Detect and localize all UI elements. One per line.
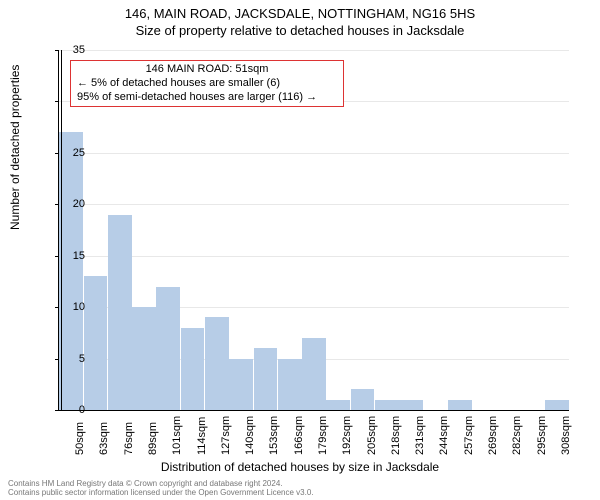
annotation-box: 146 MAIN ROAD: 51sqm← 5% of detached hou…	[70, 60, 344, 107]
grid-line	[59, 153, 569, 154]
x-tick-label: 192sqm	[341, 416, 353, 455]
x-tick-label: 282sqm	[511, 416, 523, 455]
histogram-bar	[108, 215, 132, 410]
y-tick-label: 5	[55, 353, 85, 365]
histogram-bar	[448, 400, 472, 410]
histogram-bar	[545, 400, 569, 410]
footer-attribution: Contains HM Land Registry data © Crown c…	[8, 480, 314, 498]
y-tick-label: 20	[55, 198, 85, 210]
histogram-bar	[132, 307, 156, 410]
x-tick-label: 153sqm	[268, 416, 280, 455]
x-tick-label: 179sqm	[317, 416, 329, 455]
x-axis-label: Distribution of detached houses by size …	[0, 460, 600, 474]
x-tick-label: 114sqm	[196, 417, 208, 455]
page-title-1: 146, MAIN ROAD, JACKSDALE, NOTTINGHAM, N…	[0, 0, 600, 21]
grid-line	[59, 50, 569, 51]
histogram-bar	[84, 276, 108, 410]
x-tick-label: 127sqm	[220, 416, 232, 455]
x-tick-label: 101sqm	[171, 416, 183, 455]
footer-line-2: Contains public sector information licen…	[8, 489, 314, 498]
histogram-bar	[351, 389, 375, 410]
histogram-bar	[181, 328, 205, 410]
x-tick-label: 76sqm	[123, 422, 135, 455]
y-tick-label: 35	[55, 44, 85, 56]
y-tick-label: 15	[55, 250, 85, 262]
x-tick-label: 295sqm	[536, 416, 548, 455]
histogram-bar	[205, 317, 229, 410]
y-tick-label: 25	[55, 147, 85, 159]
histogram-bar	[302, 338, 326, 410]
x-tick-label: 140sqm	[244, 416, 256, 455]
histogram-bar	[254, 348, 278, 410]
histogram-bar	[399, 400, 423, 410]
y-tick-label: 10	[55, 301, 85, 313]
x-tick-label: 63sqm	[98, 422, 110, 455]
grid-line	[59, 204, 569, 205]
y-tick-label: 0	[55, 404, 85, 416]
histogram-bar	[156, 287, 180, 410]
x-tick-label: 244sqm	[438, 416, 450, 455]
annotation-line-3: 95% of semi-detached houses are larger (…	[77, 91, 337, 105]
x-tick-label: 308sqm	[560, 416, 572, 455]
histogram-bar	[229, 359, 253, 410]
histogram-bar	[326, 400, 350, 410]
x-tick-label: 218sqm	[390, 416, 402, 455]
histogram-bar	[375, 400, 399, 410]
x-tick-label: 166sqm	[293, 416, 305, 455]
x-tick-label: 89sqm	[147, 422, 159, 455]
x-tick-label: 50sqm	[74, 422, 86, 455]
x-tick-label: 269sqm	[487, 416, 499, 455]
histogram-bar	[278, 359, 302, 410]
annotation-line-2: ← 5% of detached houses are smaller (6)	[77, 77, 337, 91]
x-tick-label: 205sqm	[366, 416, 378, 455]
grid-line	[59, 256, 569, 257]
x-tick-label: 257sqm	[463, 416, 475, 455]
y-axis-label: Number of detached properties	[8, 65, 22, 230]
page-title-2: Size of property relative to detached ho…	[0, 21, 600, 38]
histogram-bar	[59, 132, 83, 410]
annotation-line-1: 146 MAIN ROAD: 51sqm	[77, 63, 337, 77]
x-tick-label: 231sqm	[414, 416, 426, 455]
